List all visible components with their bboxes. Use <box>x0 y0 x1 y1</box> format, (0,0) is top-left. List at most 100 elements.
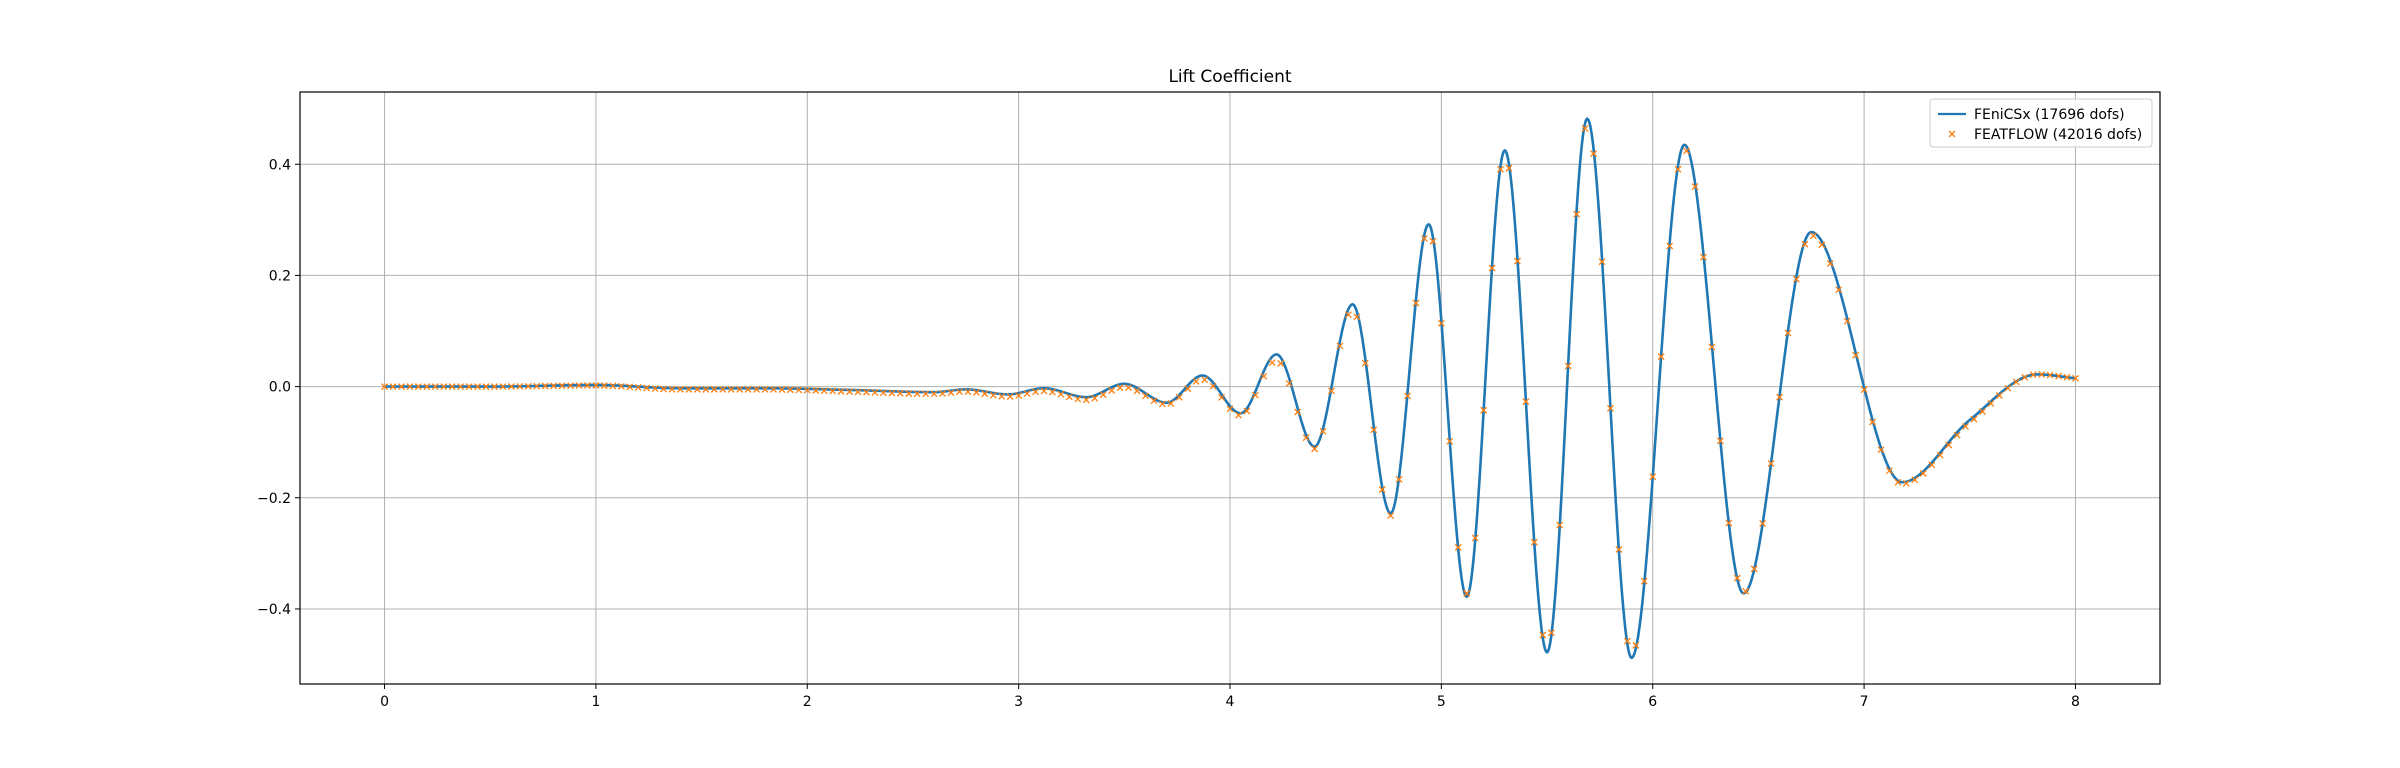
featflow-marker <box>1505 164 1513 172</box>
featflow-marker <box>1150 397 1158 405</box>
featflow-marker <box>1023 390 1031 398</box>
featflow-marker <box>922 390 930 398</box>
featflow-marker <box>575 382 583 390</box>
featflow-marker <box>1471 534 1479 542</box>
featflow-marker <box>1268 359 1276 367</box>
featflow-marker <box>905 390 913 397</box>
featflow-marker <box>600 382 608 390</box>
featflow-marker <box>710 385 718 393</box>
featflow-marker <box>1522 398 1530 406</box>
featflow-marker <box>1877 446 1885 454</box>
featflow-marker <box>1099 391 1107 399</box>
legend-marker-x <box>1948 130 1956 138</box>
legend-box <box>1929 98 2153 148</box>
featflow-marker <box>1463 589 1471 597</box>
featflow-marker <box>1209 382 1217 390</box>
featflow-marker <box>609 382 617 390</box>
featflow-marker <box>617 382 625 390</box>
featflow-marker <box>1032 388 1040 396</box>
featflow-marker <box>516 382 524 390</box>
featflow-marker <box>1801 240 1809 248</box>
featflow-marker <box>1074 395 1082 403</box>
legend: FEniCSx (17696 dofs) FEATFLOW (42016 dof… <box>1929 98 2153 148</box>
ticks: 0 1 2 3 4 5 6 7 8 −0.4 −0.2 0.0 0.2 0.4 <box>257 157 2080 710</box>
featflow-marker <box>964 388 972 396</box>
featflow-marker <box>1835 286 1843 294</box>
featflow-marker <box>2029 371 2037 379</box>
featflow-marker <box>1387 512 1395 520</box>
featflow-marker <box>2071 374 2079 382</box>
featflow-marker <box>753 385 761 393</box>
featflow-marker <box>448 383 456 391</box>
featflow-marker <box>490 383 498 391</box>
featflow-marker <box>389 383 397 391</box>
featflow-marker <box>1141 392 1149 400</box>
featflow-marker <box>1843 317 1851 325</box>
featflow-marker <box>1082 396 1090 404</box>
featflow-marker <box>846 388 854 396</box>
featflow-marker <box>1657 353 1665 361</box>
featflow-marker <box>2046 371 2054 379</box>
featflow-marker <box>1894 478 1902 486</box>
featflow-marker <box>1175 393 1183 401</box>
featflow-marker <box>440 383 448 391</box>
featflow-marker <box>795 386 803 394</box>
featflow-marker <box>1311 445 1319 453</box>
featflow-marker <box>1564 362 1572 370</box>
featflow-marker <box>676 385 684 393</box>
x-tick-label: 4 <box>1226 694 1235 710</box>
featflow-marker <box>2021 373 2029 381</box>
x-tick-label: 6 <box>1648 694 1657 710</box>
featflow-marker <box>1649 473 1657 481</box>
featflow-marker <box>1234 411 1242 419</box>
featflow-marker <box>786 386 794 394</box>
featflow-marker <box>465 383 473 391</box>
featflow-marker <box>1285 379 1293 387</box>
featflow-marker <box>1251 391 1259 399</box>
featflow-marker <box>947 389 955 397</box>
featflow-marker <box>1556 521 1564 529</box>
featflow-marker <box>558 382 566 390</box>
featflow-marker <box>727 385 735 393</box>
featflow-marker <box>1716 437 1724 445</box>
featflow-marker <box>1091 394 1099 402</box>
featflow-marker <box>1277 360 1285 367</box>
featflow-marker <box>1953 431 1961 439</box>
featflow-marker <box>761 385 769 393</box>
featflow-marker <box>896 389 904 397</box>
featflow-marker <box>381 383 389 391</box>
featflow-marker <box>1919 469 1927 477</box>
featflow-marker <box>1852 351 1860 359</box>
featflow-marker <box>567 382 575 390</box>
featflow-marker <box>1370 426 1378 434</box>
featflow-marker <box>1826 260 1834 267</box>
featflow-marker <box>524 382 532 390</box>
featflow-marker <box>1167 399 1175 407</box>
featflow-marker <box>1860 386 1868 394</box>
featflow-marker <box>1412 299 1420 307</box>
featflow-marker <box>1818 241 1826 249</box>
featflow-marker <box>1429 237 1437 245</box>
featflow-marker <box>812 387 820 394</box>
featflow-marker <box>583 382 591 389</box>
featflow-marker <box>643 384 651 392</box>
featflow-marker <box>2004 384 2012 392</box>
series-markers-featflow <box>381 124 2079 649</box>
featflow-marker <box>854 388 862 396</box>
featflow-marker <box>1962 422 1970 430</box>
featflow-marker <box>972 388 980 396</box>
featflow-marker <box>1632 641 1640 649</box>
featflow-marker <box>1978 408 1986 415</box>
featflow-marker <box>1936 451 1944 459</box>
featflow-marker <box>1015 391 1023 399</box>
x-tick-label: 8 <box>2071 694 2080 710</box>
x-tick-label: 3 <box>1014 694 1023 710</box>
featflow-marker <box>1404 392 1412 400</box>
featflow-marker <box>871 388 879 396</box>
featflow-marker <box>744 385 752 393</box>
featflow-marker <box>1125 384 1133 392</box>
featflow-marker <box>930 390 938 398</box>
featflow-marker <box>1437 319 1445 327</box>
featflow-marker <box>1260 372 1268 380</box>
chart-title: Lift Coefficient <box>1168 67 1291 87</box>
